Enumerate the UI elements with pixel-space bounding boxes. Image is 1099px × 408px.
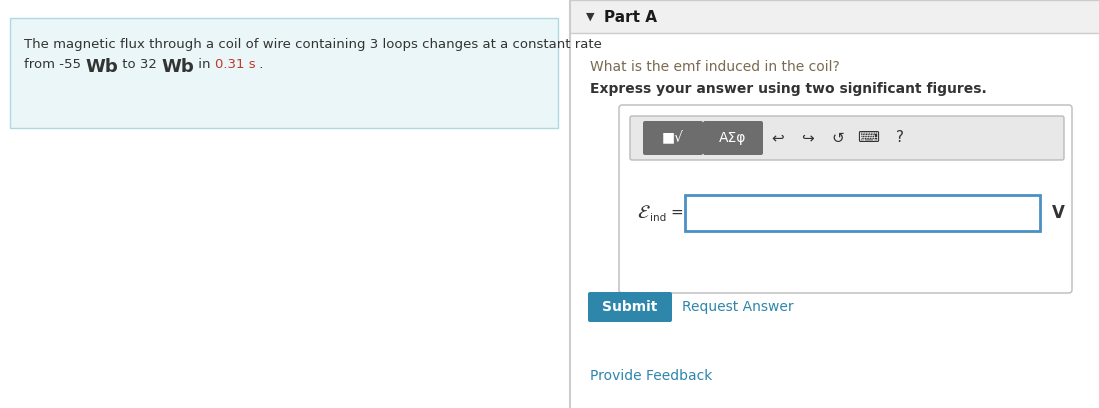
Text: V: V: [1052, 204, 1065, 222]
FancyBboxPatch shape: [630, 116, 1064, 160]
Text: Part A: Part A: [604, 9, 657, 24]
Text: to 32: to 32: [118, 58, 162, 71]
FancyBboxPatch shape: [685, 195, 1040, 231]
Text: AΣφ: AΣφ: [720, 131, 746, 145]
Text: 0.31 s: 0.31 s: [214, 58, 255, 71]
FancyBboxPatch shape: [703, 121, 763, 155]
Text: ?: ?: [896, 131, 904, 146]
FancyBboxPatch shape: [643, 121, 703, 155]
Text: in: in: [193, 58, 214, 71]
FancyBboxPatch shape: [571, 34, 1099, 408]
Text: $\mathcal{E}$: $\mathcal{E}$: [637, 202, 651, 222]
Text: ↩: ↩: [771, 131, 785, 146]
Text: ⌨: ⌨: [857, 131, 879, 146]
Text: ind: ind: [650, 213, 666, 223]
Text: Wb: Wb: [162, 58, 193, 76]
FancyBboxPatch shape: [619, 105, 1072, 293]
Text: from -55: from -55: [24, 58, 86, 71]
Text: ■√: ■√: [662, 131, 684, 145]
FancyBboxPatch shape: [588, 292, 671, 322]
FancyBboxPatch shape: [10, 18, 558, 128]
Text: The magnetic flux through a coil of wire containing 3 loops changes at a constan: The magnetic flux through a coil of wire…: [24, 38, 602, 51]
FancyBboxPatch shape: [571, 0, 1099, 33]
Text: .: .: [255, 58, 264, 71]
Text: Provide Feedback: Provide Feedback: [590, 369, 712, 383]
Text: Wb: Wb: [86, 58, 118, 76]
Text: What is the emf induced in the coil?: What is the emf induced in the coil?: [590, 60, 840, 74]
Text: =: =: [670, 204, 682, 220]
Text: ↺: ↺: [832, 131, 844, 146]
Text: ↪: ↪: [801, 131, 814, 146]
Text: Request Answer: Request Answer: [682, 300, 793, 314]
Text: Submit: Submit: [602, 300, 657, 314]
Text: Express your answer using two significant figures.: Express your answer using two significan…: [590, 82, 987, 96]
Text: ▼: ▼: [586, 12, 595, 22]
